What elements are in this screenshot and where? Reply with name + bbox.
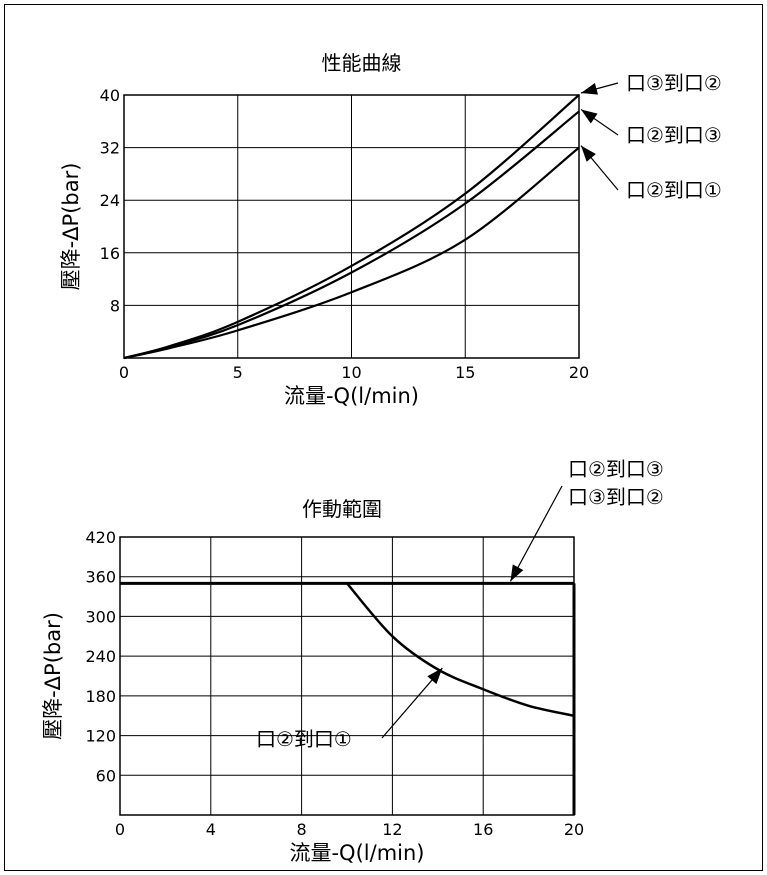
y-tick-label: 180 xyxy=(85,687,116,706)
y-tick-label: 40 xyxy=(100,86,120,105)
x-tick-label: 0 xyxy=(115,820,125,839)
legend-arrow-head xyxy=(427,668,443,685)
legend-arrow-head xyxy=(581,83,599,95)
x-tick-label: 20 xyxy=(564,820,584,839)
y-tick-label: 32 xyxy=(100,139,120,158)
legend-label: 口②到口① xyxy=(626,178,722,202)
legend-arrow-head xyxy=(581,145,596,162)
x-axis-label: 流量-Q(l/min) xyxy=(289,841,424,865)
y-tick-label: 16 xyxy=(100,244,120,263)
plot-area-border xyxy=(123,94,580,359)
chart-title: 作動範圍 xyxy=(302,497,382,521)
x-axis-label: 流量-Q(l/min) xyxy=(284,384,419,408)
x-tick-label: 10 xyxy=(341,363,361,382)
x-tick-label: 5 xyxy=(233,363,243,382)
legend-label: 口③到口② xyxy=(626,71,722,95)
y-tick-label: 300 xyxy=(85,607,116,626)
y-tick-label: 8 xyxy=(110,296,120,315)
chart-title: 性能曲線 xyxy=(322,51,402,75)
y-tick-label: 24 xyxy=(100,191,120,210)
x-tick-label: 15 xyxy=(455,363,475,382)
series-line xyxy=(123,146,580,360)
performance-chart: 性能曲線 0 5 10 15 20 8 16 24 32 40 流量-Q(l/min) 壓降-ΔP(ba… xyxy=(59,51,722,408)
x-tick-label: 8 xyxy=(297,820,307,839)
y-tick-label: 420 xyxy=(85,528,116,547)
y-tick-label: 60 xyxy=(96,766,116,785)
x-tick-label: 12 xyxy=(382,820,402,839)
x-tick-label: 0 xyxy=(119,363,129,382)
x-tick-label: 20 xyxy=(569,363,589,382)
legend-label: 口②到口③ xyxy=(626,123,722,147)
series-line xyxy=(346,582,575,717)
y-axis-label: 壓降-ΔP(bar) xyxy=(41,612,65,740)
legend-label: 口③到口② xyxy=(568,485,664,509)
y-tick-label: 240 xyxy=(85,647,116,666)
y-axis-label: 壓降-ΔP(bar) xyxy=(59,163,83,291)
x-tick-label: 16 xyxy=(473,820,493,839)
plot-area-border xyxy=(119,536,575,816)
figure-frame xyxy=(4,4,763,871)
legend-label: 口②到口③ xyxy=(568,457,664,481)
y-tick-label: 360 xyxy=(85,568,116,587)
legend-label: 口②到口① xyxy=(256,727,352,751)
legend-leader-line xyxy=(509,485,563,582)
legend-arrow-head xyxy=(510,564,524,582)
series-line xyxy=(123,110,580,360)
x-tick-label: 4 xyxy=(206,820,216,839)
legend-arrow-head xyxy=(581,109,598,124)
y-tick-label: 120 xyxy=(85,727,116,746)
